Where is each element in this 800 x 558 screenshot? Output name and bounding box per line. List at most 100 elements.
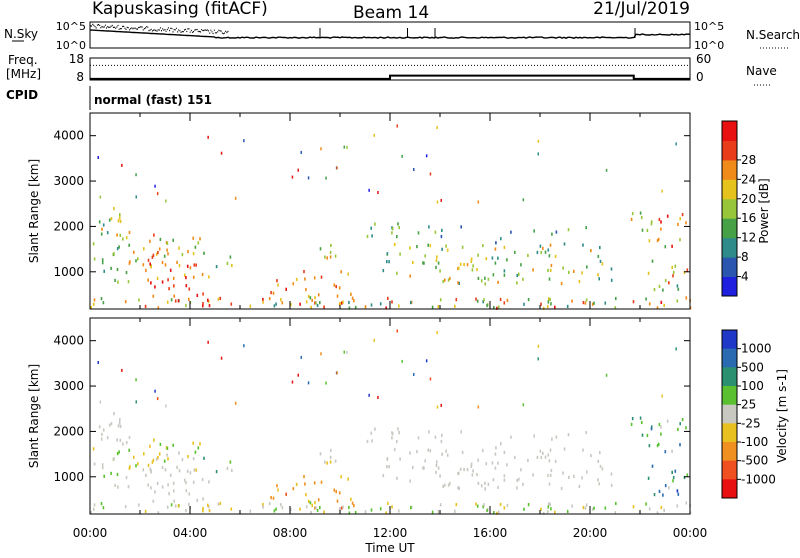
velocity-cbar-tick-label: 1000 <box>741 342 772 356</box>
power-cell <box>128 261 131 265</box>
velocity-cell <box>645 502 647 506</box>
velocity-cell <box>207 503 209 507</box>
power-cell <box>428 225 430 229</box>
power-cell <box>313 276 316 280</box>
power-cell <box>125 236 128 240</box>
velocity-cell <box>329 455 332 459</box>
power-cell <box>393 242 396 247</box>
velocity-cell <box>121 368 123 372</box>
power-cell <box>275 302 277 306</box>
velocity-cbar-swatch <box>722 367 737 387</box>
power-cell <box>598 277 600 281</box>
velocity-cell <box>663 508 665 512</box>
freq-left-tick-top: 18 <box>69 52 84 66</box>
power-cell <box>547 300 550 304</box>
power-cell <box>164 263 167 267</box>
velocity-cell <box>374 427 376 431</box>
velocity-cell <box>671 470 673 474</box>
power-cell <box>368 188 370 192</box>
power-cell <box>366 234 369 238</box>
power-cell <box>412 260 414 265</box>
velocity-cbar-swatch <box>722 348 737 368</box>
power-cell <box>584 301 587 305</box>
power-cell <box>118 216 121 220</box>
velocity-cell <box>664 450 667 454</box>
power-cell <box>110 266 112 270</box>
power-cell <box>436 200 439 204</box>
power-cell <box>303 270 305 274</box>
velocity-cell <box>116 472 119 477</box>
velocity-cell <box>497 461 499 465</box>
power-cell <box>487 277 490 281</box>
power-cell <box>147 278 149 282</box>
velocity-cbar-tick-label: -100 <box>741 435 768 449</box>
velocity-cell <box>444 483 446 487</box>
velocity-cell <box>440 439 443 444</box>
velocity-cell <box>573 474 575 478</box>
power-cell <box>199 237 201 241</box>
velocity-cell <box>458 471 460 475</box>
velocity-cell <box>497 510 500 514</box>
power-cell <box>347 272 349 276</box>
power-cell <box>168 287 170 291</box>
power-cell <box>550 302 552 306</box>
power-cell <box>391 231 393 235</box>
power-cell <box>159 237 162 241</box>
power-cell <box>599 246 601 250</box>
power-cell <box>664 279 667 283</box>
velocity-cell <box>585 503 588 507</box>
velocity-cell <box>499 502 502 507</box>
power-cell <box>409 246 411 250</box>
velocity-cell <box>590 454 592 458</box>
velocity-cell <box>677 492 680 496</box>
velocity-cell <box>161 465 164 470</box>
power-cell <box>310 305 312 309</box>
power-cell <box>101 261 104 265</box>
velocity-cell <box>424 459 426 463</box>
velocity-cell <box>93 462 96 466</box>
velocity-cell <box>305 505 308 509</box>
power-scatter <box>90 124 692 310</box>
velocity-cell <box>99 400 102 404</box>
power-cbar-label: Power [dB] <box>757 178 771 243</box>
velocity-cell <box>262 502 264 507</box>
velocity-cell <box>155 457 158 461</box>
power-cell <box>119 213 121 217</box>
velocity-cell <box>487 482 490 486</box>
velocity-cell <box>657 442 660 446</box>
power-cell <box>188 297 190 301</box>
velocity-cell <box>431 510 434 514</box>
velocity-cell <box>422 466 424 470</box>
power-cell <box>314 301 316 305</box>
velocity-cell <box>540 455 543 460</box>
velocity-cell <box>484 481 486 485</box>
velocity-cell <box>101 432 103 436</box>
velocity-cell <box>494 452 497 456</box>
power-cell <box>470 257 473 261</box>
velocity-cell <box>177 504 180 508</box>
velocity-cell <box>313 481 316 485</box>
velocity-cell <box>364 510 367 514</box>
power-cbar-swatch <box>722 237 737 258</box>
power-cell <box>116 267 119 272</box>
velocity-cell <box>679 443 681 447</box>
power-cbar-tick-label: 16 <box>741 211 756 225</box>
power-cbar-tick-label: 4 <box>741 270 749 284</box>
power-cell <box>305 300 308 304</box>
velocity-cell <box>547 505 550 509</box>
velocity-cell <box>116 452 119 456</box>
velocity-cell <box>207 340 209 344</box>
velocity-cell <box>100 502 103 506</box>
cpid-text: normal (fast) 151 <box>94 93 212 107</box>
velocity-cell <box>154 490 156 494</box>
velocity-cell <box>480 484 483 488</box>
power-cell <box>193 263 196 267</box>
power-cell <box>336 294 339 298</box>
power-cell <box>503 245 506 249</box>
power-cell <box>470 259 473 263</box>
velocity-cell <box>150 486 152 490</box>
power-cell <box>203 251 205 255</box>
velocity-cell <box>685 426 687 430</box>
power-ytick-label: 2000 <box>53 219 84 233</box>
velocity-cell <box>651 464 654 468</box>
